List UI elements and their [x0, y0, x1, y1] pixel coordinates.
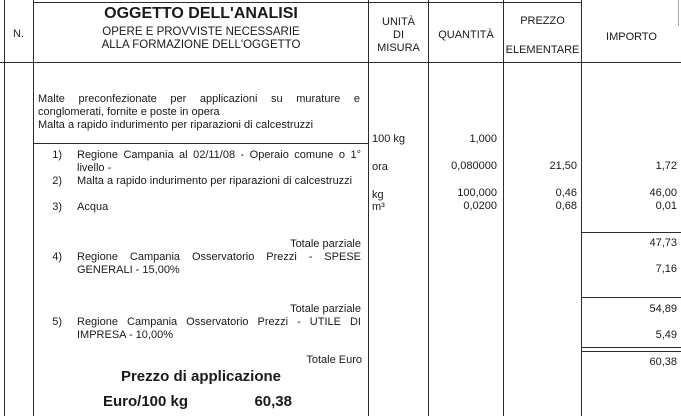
item-quantity: 100,000 — [457, 187, 497, 199]
subtotal-amount: 54,89 — [649, 303, 677, 315]
application-price-title: Prezzo di applicazione — [120, 368, 282, 385]
item-amount: 7,16 — [655, 263, 677, 275]
item-amount: 46,00 — [649, 187, 677, 199]
header-bottom-line — [0, 62, 681, 63]
description-separator-line — [33, 143, 368, 144]
item-amount: 1,72 — [655, 160, 677, 172]
item-text: Regione Campania al 02/11/08 - Operaio c… — [77, 149, 361, 174]
column-header-quantita: QUANTITÀ — [438, 29, 494, 41]
total-amount: 60,38 — [649, 356, 677, 368]
column-header-prezzo-line1: PREZZO — [520, 15, 565, 27]
column-header-n: N. — [13, 28, 24, 40]
description-paragraph: Malte preconfezionate per applicazioni s… — [38, 93, 360, 118]
column-header-unita-line2: DI — [393, 29, 404, 41]
item-quantity: 0,0200 — [463, 200, 497, 212]
item-price: 21,50 — [549, 160, 577, 172]
subtotal2-line — [581, 297, 681, 298]
item-text: Regione Campania Osservatorio Prezzi - S… — [77, 251, 361, 276]
total-label: Totale Euro — [306, 354, 362, 366]
item-text: Acqua — [77, 201, 109, 213]
column-header-oggetto-sub2: ALLA FORMAZIONE DELL'OGGETTO — [101, 39, 301, 51]
item-amount: 0,01 — [655, 200, 677, 212]
column-divider-quantita — [503, 0, 504, 416]
item-number: 2) — [52, 175, 62, 187]
item-text: Regione Campania Osservatorio Prezzi - U… — [77, 316, 361, 341]
column-header-oggetto-title: OGGETTO DELL'ANALISI — [104, 5, 298, 22]
column-divider-prezzo — [581, 0, 582, 416]
description-item-line: Malta a rapido indurimento per riparazio… — [38, 119, 314, 131]
subtotal-label: Totale parziale — [290, 238, 361, 250]
item-amount: 5,49 — [655, 329, 677, 341]
item-price: 0,68 — [555, 200, 577, 212]
item-unit: ora — [372, 161, 388, 173]
item-text: Malta a rapido indurimento per riparazio… — [77, 175, 353, 187]
item-unit: m³ — [372, 201, 385, 213]
subtotal-amount: 47,73 — [649, 237, 677, 249]
subtotal-label: Totale parziale — [290, 303, 361, 315]
table-border-left — [4, 0, 5, 416]
item-unit: kg — [372, 189, 384, 201]
item-number: 3) — [52, 201, 62, 213]
subtotal1-line — [581, 232, 681, 233]
column-header-importo: IMPORTO — [606, 31, 657, 43]
column-header-oggetto-sub1: OPERE E PROVVISTE NECESSARIE — [102, 26, 300, 38]
column-header-unita-line1: UNITÀ — [382, 16, 415, 28]
table-border-right-partial — [678, 0, 679, 26]
application-price-value: 60,38 — [254, 393, 292, 410]
item-quantity: 0,080000 — [451, 160, 497, 172]
column-header-prezzo-line2: ELEMENTARE — [505, 44, 580, 56]
column-divider-n — [33, 0, 34, 416]
total-double-line-1 — [581, 347, 681, 348]
item-number: 4) — [52, 251, 62, 263]
table-border-top — [33, 2, 582, 3]
description-unit: 100 kg — [372, 133, 406, 145]
description-quantity: 1,000 — [469, 133, 497, 145]
item-number: 1) — [52, 149, 62, 161]
total-double-line-2 — [581, 351, 681, 352]
application-price-unit: Euro/100 kg — [103, 393, 189, 410]
column-divider-oggetto — [368, 0, 369, 416]
item-price: 0,46 — [555, 187, 577, 199]
column-divider-unita — [428, 0, 429, 416]
column-header-unita-line3: MISURA — [377, 42, 420, 54]
item-number: 5) — [52, 316, 62, 328]
